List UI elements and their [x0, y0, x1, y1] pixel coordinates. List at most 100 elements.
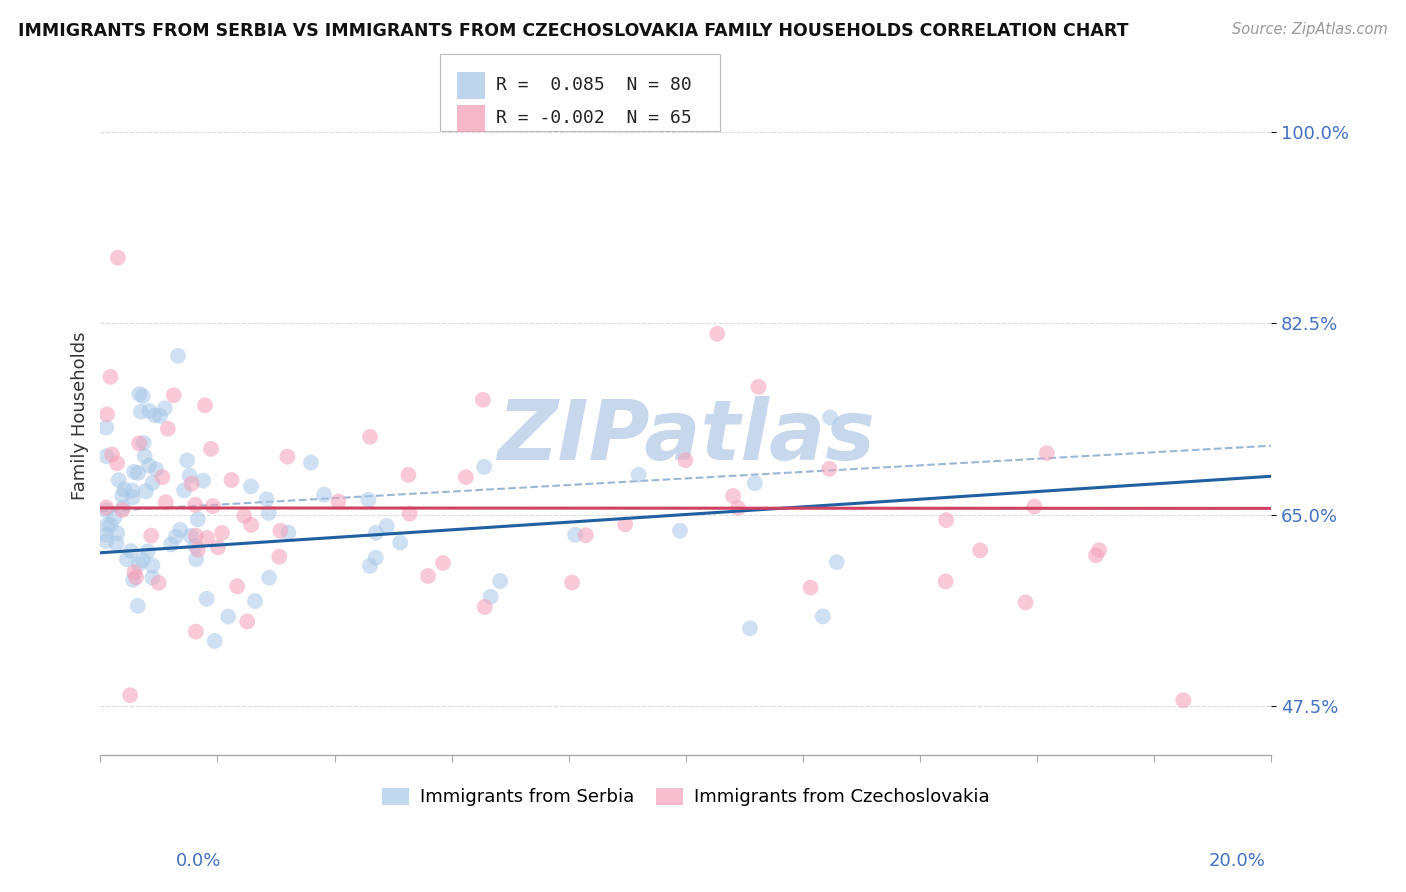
Point — [233, 508, 256, 523]
Point — [747, 380, 769, 394]
Point — [1014, 595, 1036, 609]
Point — [454, 470, 477, 484]
Point — [1024, 500, 1046, 514]
Point — [128, 387, 150, 401]
Point — [96, 518, 118, 533]
Point — [138, 404, 160, 418]
Text: IMMIGRANTS FROM SERBIA VS IMMIGRANTS FROM CZECHOSLOVAKIA FAMILY HOUSEHOLDS CORRE: IMMIGRANTS FROM SERBIA VS IMMIGRANTS FRO… — [18, 22, 1129, 40]
Point — [474, 599, 496, 614]
Point — [193, 474, 215, 488]
Point — [103, 510, 125, 524]
Point — [145, 462, 167, 476]
Point — [122, 573, 145, 587]
Text: 20.0%: 20.0% — [1209, 852, 1265, 870]
Point — [226, 579, 249, 593]
Point — [969, 543, 991, 558]
Point — [359, 430, 381, 444]
Point — [179, 468, 201, 483]
Point — [207, 541, 229, 555]
Point — [564, 528, 586, 542]
Point — [257, 506, 280, 520]
Point — [127, 599, 149, 613]
Point — [800, 581, 823, 595]
Point — [364, 550, 387, 565]
Point — [471, 392, 494, 407]
Point — [561, 575, 583, 590]
Point — [115, 552, 138, 566]
Point — [176, 453, 198, 467]
Point — [257, 571, 280, 585]
Point — [818, 410, 841, 425]
Point — [121, 483, 143, 498]
Point — [150, 470, 173, 484]
Point — [184, 529, 207, 543]
Point — [163, 388, 186, 402]
Point — [675, 453, 697, 467]
Point — [738, 621, 761, 635]
Point — [811, 609, 834, 624]
Point — [96, 528, 118, 542]
Point — [825, 555, 848, 569]
Y-axis label: Family Households: Family Households — [72, 332, 89, 500]
Point — [359, 558, 381, 573]
Point — [127, 466, 149, 480]
Point — [128, 558, 150, 572]
Point — [217, 609, 239, 624]
Point — [165, 530, 187, 544]
Point — [105, 526, 128, 541]
Point — [132, 436, 155, 450]
Point — [141, 475, 163, 490]
Point — [195, 531, 218, 545]
Point — [614, 517, 637, 532]
Point — [432, 556, 454, 570]
Point — [107, 251, 129, 265]
Point — [479, 590, 502, 604]
Text: ZIPatlas: ZIPatlas — [496, 396, 875, 477]
Point — [211, 525, 233, 540]
Point — [200, 442, 222, 456]
Point — [221, 473, 243, 487]
Point — [141, 558, 163, 573]
Point — [156, 422, 179, 436]
Point — [269, 524, 291, 538]
Point — [727, 501, 749, 516]
Point — [277, 525, 299, 540]
Point — [240, 479, 263, 493]
Point — [100, 517, 122, 532]
Point — [1084, 549, 1107, 563]
Point — [120, 688, 142, 702]
Point — [105, 536, 128, 550]
Point — [180, 529, 202, 543]
Point — [96, 503, 118, 517]
Point — [240, 518, 263, 533]
Point — [935, 513, 957, 527]
Point — [105, 456, 128, 470]
Point — [129, 405, 152, 419]
Point — [155, 495, 177, 509]
Point — [1173, 693, 1195, 707]
Point — [96, 420, 118, 434]
Point — [299, 456, 322, 470]
Point — [125, 570, 148, 584]
Point — [101, 448, 124, 462]
Point — [112, 483, 135, 497]
Point — [721, 489, 744, 503]
Point — [148, 575, 170, 590]
Text: Source: ZipAtlas.com: Source: ZipAtlas.com — [1232, 22, 1388, 37]
Point — [706, 326, 728, 341]
Point — [1088, 543, 1111, 558]
Point — [472, 459, 495, 474]
Point — [121, 490, 143, 504]
Point — [124, 566, 146, 580]
Point — [128, 436, 150, 450]
Text: R = -0.002  N = 65: R = -0.002 N = 65 — [496, 110, 692, 128]
Point — [396, 467, 419, 482]
Point — [111, 503, 134, 517]
Point — [143, 409, 166, 423]
Point — [160, 537, 183, 551]
Point — [416, 569, 439, 583]
Point — [120, 544, 142, 558]
Point — [184, 498, 207, 512]
Point — [118, 780, 141, 795]
Point — [818, 462, 841, 476]
